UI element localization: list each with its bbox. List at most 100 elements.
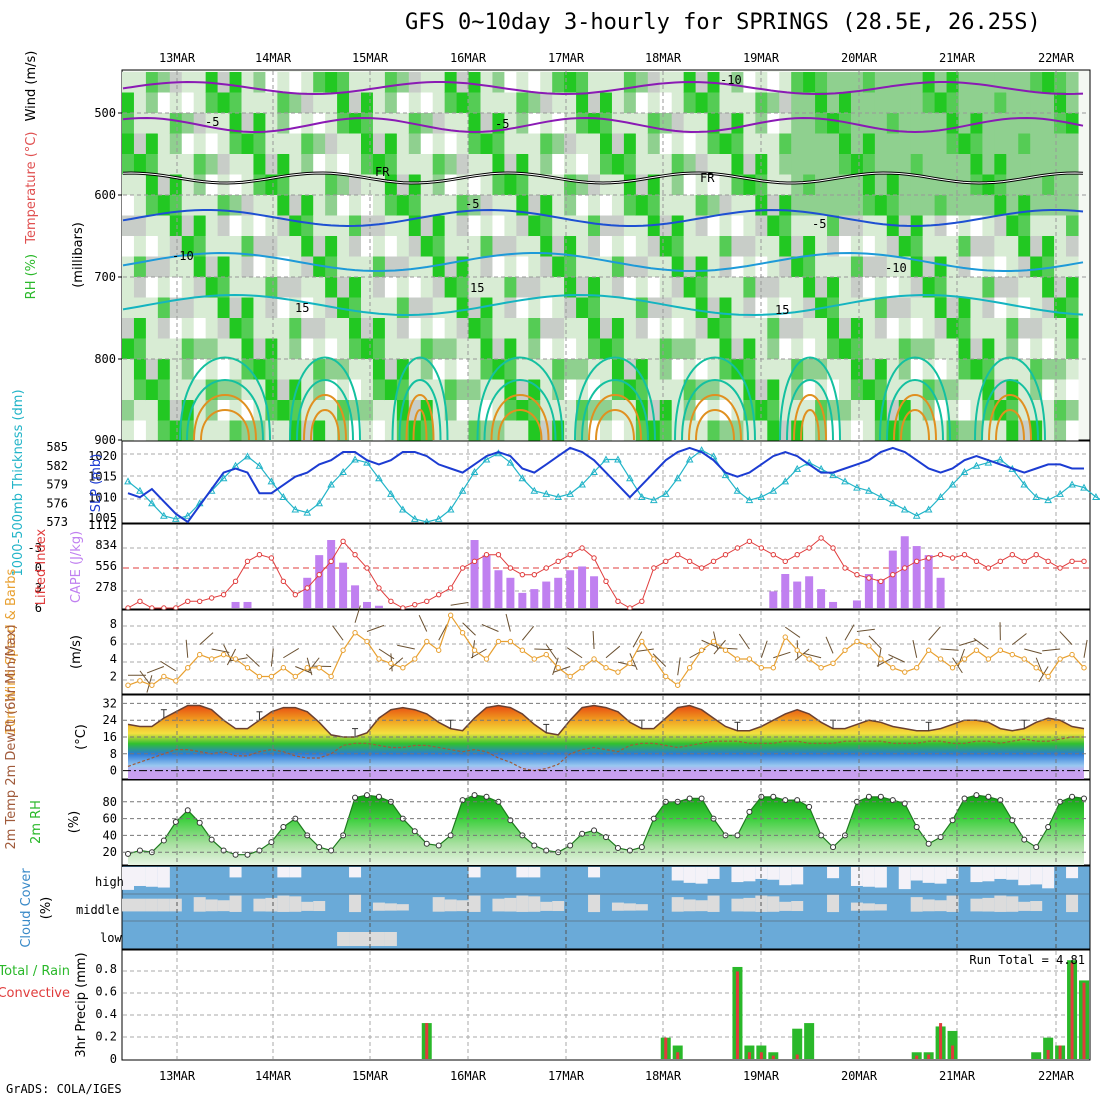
rh-cell xyxy=(994,236,1007,257)
rh-cell xyxy=(803,359,816,380)
cloud-high-block xyxy=(1042,867,1055,889)
lifted-index-point xyxy=(364,565,370,571)
rh-cell xyxy=(337,72,350,93)
thickness-point xyxy=(614,455,622,463)
thickness-point xyxy=(960,467,969,475)
rh-cell xyxy=(695,174,709,196)
wind-speed-point xyxy=(603,665,609,671)
rh-cell xyxy=(133,420,147,442)
rh-cell xyxy=(611,236,625,257)
rh-cell xyxy=(1066,338,1079,360)
rh-cell xyxy=(1006,420,1019,442)
rh-cell xyxy=(456,338,470,360)
rh-cell xyxy=(408,359,422,380)
cape-bar xyxy=(936,577,945,608)
rh-cell xyxy=(994,133,1007,155)
rh-cell xyxy=(1006,174,1019,196)
rh-cell xyxy=(695,338,709,360)
rh-cell xyxy=(325,133,338,155)
rh-cell xyxy=(528,92,541,114)
rh-cell xyxy=(265,133,278,155)
thickness-point xyxy=(303,508,312,516)
contour-label: -10 xyxy=(720,73,742,87)
cape-bar xyxy=(315,555,324,608)
wind-barb xyxy=(462,622,476,636)
rh-cell xyxy=(169,297,183,319)
wind-barb xyxy=(366,624,385,632)
precip-conv-bar xyxy=(795,1054,799,1059)
wind-barb xyxy=(605,645,621,659)
rh-cell xyxy=(647,256,661,278)
rh-cell xyxy=(157,113,171,134)
rh-cell xyxy=(528,133,541,155)
rh-cell xyxy=(361,297,374,319)
lifted-index-point xyxy=(710,558,717,565)
rh-cell xyxy=(862,338,876,360)
rh-cell xyxy=(133,92,147,114)
warm-contour xyxy=(497,409,543,441)
rh-cell xyxy=(815,277,828,298)
rh-cell xyxy=(791,195,804,216)
rh-cell xyxy=(994,400,1007,421)
rh-cell xyxy=(874,92,888,114)
rh-cell xyxy=(1018,92,1031,114)
rh-cell xyxy=(839,72,852,93)
rh-cell xyxy=(635,318,649,339)
warm-contour xyxy=(886,379,944,441)
rh-cell xyxy=(516,133,529,155)
rh-cell xyxy=(994,72,1007,93)
rh-cell xyxy=(337,133,350,155)
rh-cell xyxy=(337,154,350,175)
rh-cell xyxy=(420,338,434,360)
rh-cell xyxy=(779,195,792,216)
rh-cell xyxy=(982,72,995,93)
rh-cell xyxy=(827,277,840,298)
rh-cell xyxy=(862,256,876,278)
rh-cell xyxy=(791,277,804,298)
rh-cell xyxy=(408,277,422,298)
lifted-index-point xyxy=(244,558,251,565)
rh-cell xyxy=(1006,113,1019,134)
thickness-point xyxy=(446,505,455,513)
rh-cell xyxy=(647,379,661,401)
time-label-bottom: 22MAR xyxy=(1038,1069,1075,1083)
rh-cell xyxy=(803,277,816,298)
rh-cell xyxy=(205,154,219,175)
rh-cell xyxy=(492,318,505,339)
rh-cell xyxy=(253,215,266,237)
rh-cell xyxy=(552,154,565,175)
rh-cell xyxy=(635,338,649,360)
temp2m-units: (°C) xyxy=(74,724,89,750)
rh-cell xyxy=(504,174,517,196)
rh-cell xyxy=(671,338,685,360)
wind-speed-point xyxy=(388,660,394,667)
rh-point xyxy=(698,795,705,802)
rh-cell xyxy=(1066,277,1079,298)
isotherm-5 xyxy=(122,208,1084,228)
rh-cell xyxy=(839,154,852,175)
rh-cell xyxy=(289,154,302,175)
cloud-mid-block xyxy=(157,898,170,912)
lifted-index-point xyxy=(232,578,239,585)
rh-cell xyxy=(133,297,147,319)
rh-point xyxy=(973,792,980,799)
rh-cell xyxy=(576,133,589,155)
rh-area xyxy=(128,795,1084,865)
rh-cell xyxy=(420,215,434,237)
cape-bar xyxy=(793,581,802,608)
rh-cell xyxy=(325,174,338,196)
rh-cell xyxy=(1030,215,1043,237)
rh-cell xyxy=(600,338,613,360)
rh-cell xyxy=(349,72,362,93)
wind-barb xyxy=(229,657,248,662)
wind-speed-point xyxy=(173,678,179,684)
rh-cell xyxy=(1054,400,1067,421)
rh-cell xyxy=(1042,277,1055,298)
rh-cell xyxy=(659,215,673,237)
rh-cell xyxy=(743,359,756,380)
rh-cell xyxy=(767,215,780,237)
rh-cell xyxy=(767,338,780,360)
rh-cell xyxy=(862,215,876,237)
rh-cell xyxy=(540,174,553,196)
rh-cell xyxy=(934,236,948,257)
